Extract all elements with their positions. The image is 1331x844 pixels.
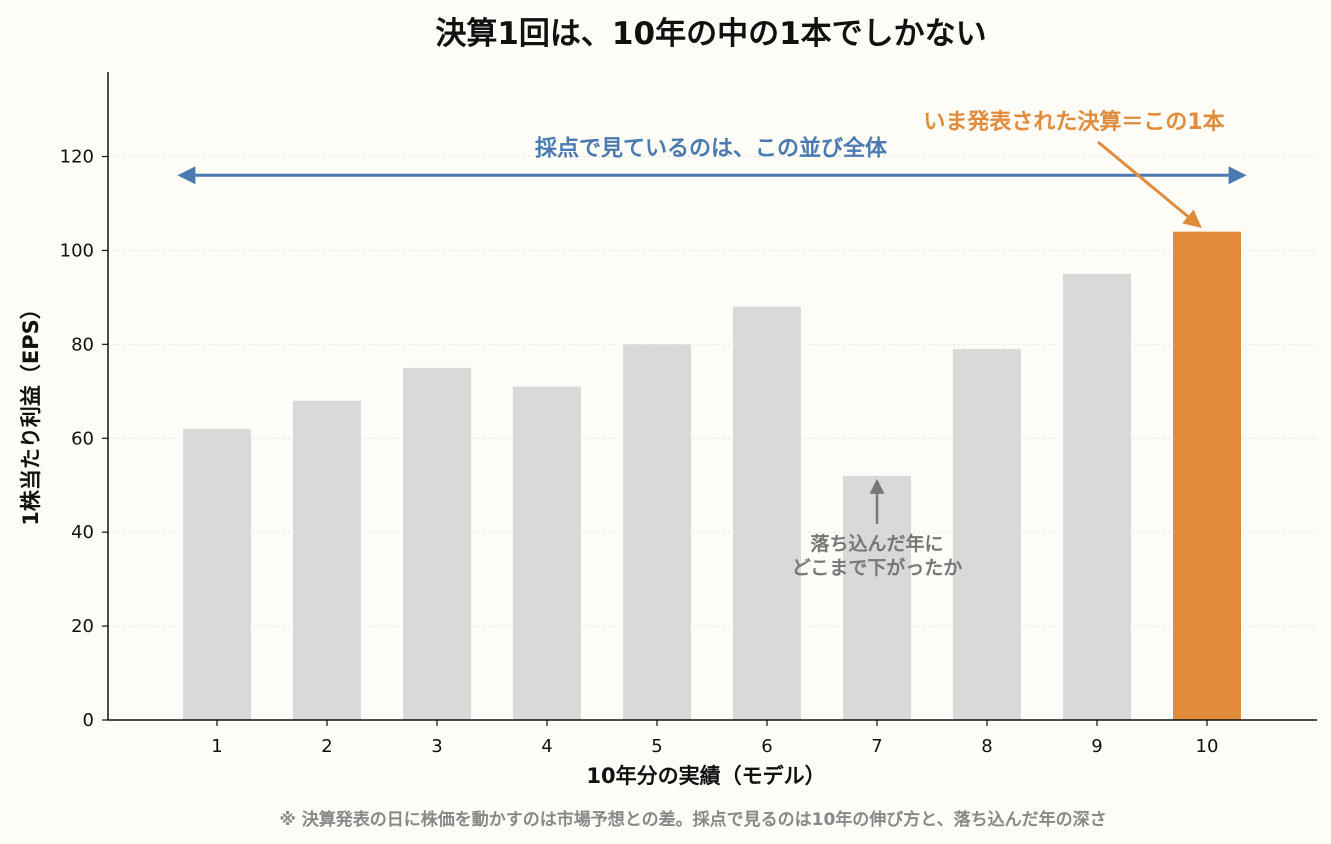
range-annotation-label: 採点で見ているのは、この並び全体 xyxy=(535,135,888,161)
chart-title: 決算1回は、10年の中の1本でしかない xyxy=(435,16,986,52)
y-tick-label: 0 xyxy=(83,710,94,731)
highlight-annotation-label: いま発表された決算＝この1本 xyxy=(923,109,1224,135)
x-tick-label: 4 xyxy=(541,736,552,757)
x-tick-label: 10 xyxy=(1196,736,1219,757)
y-tick-label: 100 xyxy=(60,240,94,261)
y-axis-label: 1株当たり利益（EPS） xyxy=(19,298,43,525)
bar xyxy=(403,367,471,720)
x-tick-label: 7 xyxy=(871,736,882,757)
x-tick-label: 1 xyxy=(211,736,222,757)
dip-annotation-line2: どこまで下がったか xyxy=(792,556,962,579)
x-tick-label: 8 xyxy=(981,736,992,757)
y-tick-label: 120 xyxy=(60,147,94,168)
bar xyxy=(733,306,801,720)
x-tick-label: 6 xyxy=(761,736,772,757)
x-tick-label: 2 xyxy=(321,736,332,757)
bar-highlight xyxy=(1173,231,1241,721)
y-tick-label: 40 xyxy=(71,522,94,543)
highlight-arrow xyxy=(1097,140,1202,228)
y-axis-ticks: 0 20 40 60 80 100 120 xyxy=(60,147,108,731)
x-tick-label: 9 xyxy=(1091,736,1102,757)
y-tick-label: 80 xyxy=(71,334,94,355)
x-axis-ticks: 1 2 3 4 5 6 7 8 9 10 xyxy=(211,720,1218,757)
footnote: ※ 決算発表の日に株価を動かすのは市場予想との差。採点で見るのは10年の伸び方と… xyxy=(279,809,1106,830)
bar xyxy=(623,344,691,720)
x-tick-label: 5 xyxy=(651,736,662,757)
bar xyxy=(1063,273,1131,720)
x-axis-label: 10年分の実績（モデル） xyxy=(586,764,825,788)
y-tick-label: 60 xyxy=(71,428,94,449)
bar xyxy=(183,428,251,720)
grid-lines xyxy=(108,156,1317,627)
bar xyxy=(953,349,1021,720)
bars xyxy=(183,231,1241,721)
y-tick-label: 20 xyxy=(71,616,94,637)
bar xyxy=(513,386,581,720)
dip-annotation-line1: 落ち込んだ年に xyxy=(810,532,943,555)
x-tick-label: 3 xyxy=(431,736,442,757)
bar xyxy=(293,400,361,720)
